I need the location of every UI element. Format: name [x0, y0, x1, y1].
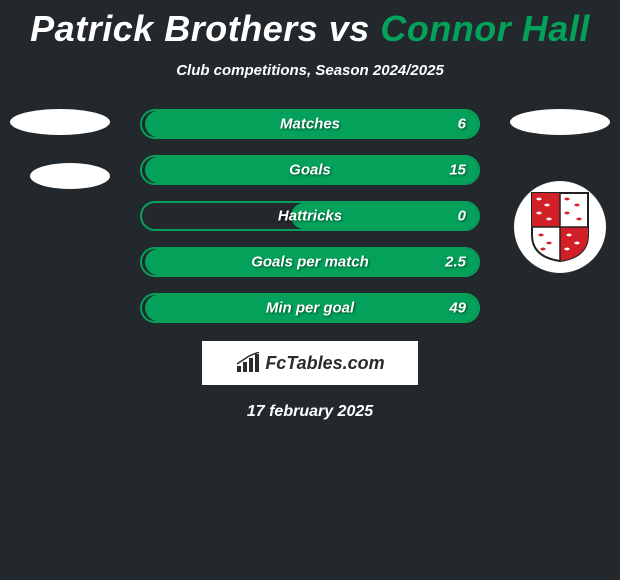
bar-label: Goals: [289, 162, 331, 179]
stat-bar: Hattricks 0: [140, 201, 480, 231]
bar-value: 2.5: [445, 254, 466, 271]
subtitle: Club competitions, Season 2024/2025: [0, 62, 620, 79]
shield-icon: [530, 191, 590, 263]
snapshot-date: 17 february 2025: [0, 403, 620, 421]
logo-text: FcTables.com: [265, 353, 384, 374]
comparison-title: Patrick Brothers vs Connor Hall: [0, 0, 620, 50]
source-logo: FcTables.com: [202, 341, 418, 385]
placeholder-ellipse: [10, 109, 110, 135]
logo-inner: FcTables.com: [235, 352, 384, 374]
bar-value: 6: [458, 116, 466, 133]
bar-label: Goals per match: [251, 254, 369, 271]
chart-icon: [235, 352, 261, 374]
vs-separator: vs: [318, 8, 380, 49]
stat-bar: Goals per match 2.5: [140, 247, 480, 277]
bar-label: Matches: [280, 116, 340, 133]
placeholder-ellipse: [510, 109, 610, 135]
stat-bar: Min per goal 49: [140, 293, 480, 323]
bar-value: 15: [449, 162, 466, 179]
stat-bars: Matches 6 Goals 15 Hattricks 0 Goals per…: [140, 109, 480, 323]
player-left-name: Patrick Brothers: [30, 8, 318, 49]
placeholder-ellipse: [30, 163, 110, 189]
bar-label: Hattricks: [278, 208, 342, 225]
bar-label: Min per goal: [266, 300, 354, 317]
bar-value: 0: [458, 208, 466, 225]
stat-bar: Matches 6: [140, 109, 480, 139]
left-avatar-column: [10, 109, 110, 217]
bar-value: 49: [449, 300, 466, 317]
right-avatar-column: [510, 109, 610, 273]
club-crest: [514, 181, 606, 273]
player-right-name: Connor Hall: [380, 8, 590, 49]
stat-bar: Goals 15: [140, 155, 480, 185]
content-area: Matches 6 Goals 15 Hattricks 0 Goals per…: [0, 109, 620, 421]
